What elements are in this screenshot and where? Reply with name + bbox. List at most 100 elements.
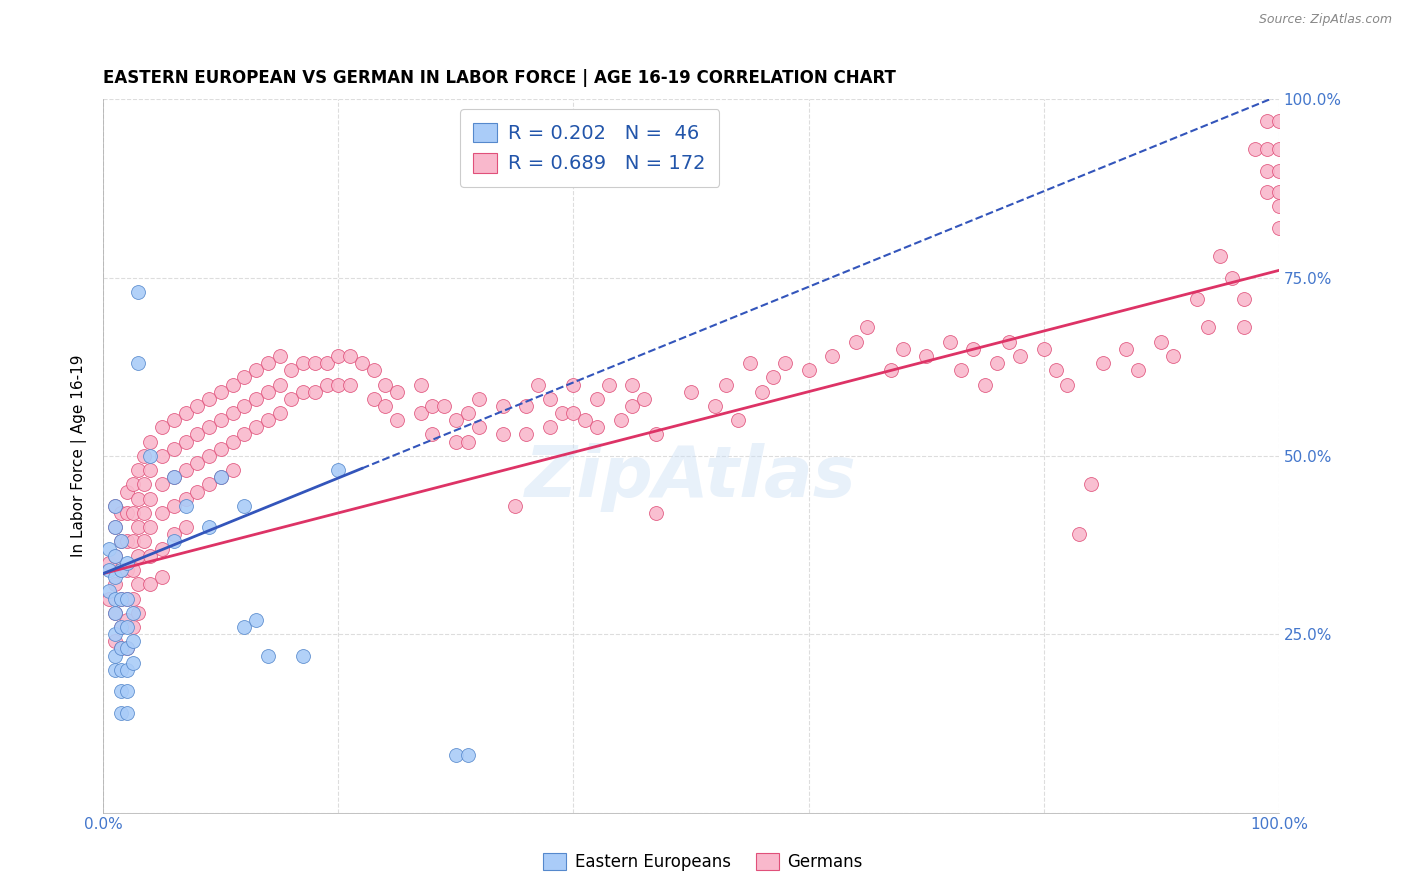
Point xyxy=(1045,363,1067,377)
Point xyxy=(104,634,127,648)
Point xyxy=(269,406,291,420)
Point xyxy=(163,413,186,427)
Point xyxy=(962,342,984,356)
Point xyxy=(385,413,408,427)
Point xyxy=(198,420,221,434)
Point xyxy=(1010,349,1032,363)
Point xyxy=(209,384,232,399)
Point xyxy=(339,377,361,392)
Point xyxy=(209,413,232,427)
Point xyxy=(104,499,127,513)
Point xyxy=(562,406,585,420)
Point xyxy=(609,413,631,427)
Point xyxy=(139,434,162,449)
Point xyxy=(1268,199,1291,213)
Point xyxy=(633,392,655,406)
Point xyxy=(586,420,609,434)
Point xyxy=(104,549,127,563)
Point xyxy=(209,442,232,456)
Point xyxy=(186,399,208,413)
Point xyxy=(1256,185,1278,199)
Point xyxy=(198,449,221,463)
Point xyxy=(174,491,197,506)
Point xyxy=(127,285,149,299)
Point xyxy=(198,477,221,491)
Point xyxy=(1197,320,1219,334)
Point xyxy=(115,591,138,606)
Point xyxy=(115,641,138,656)
Point xyxy=(1268,185,1291,199)
Point xyxy=(304,384,326,399)
Point xyxy=(457,406,479,420)
Point xyxy=(538,420,561,434)
Point xyxy=(328,349,350,363)
Text: EASTERN EUROPEAN VS GERMAN IN LABOR FORCE | AGE 16-19 CORRELATION CHART: EASTERN EUROPEAN VS GERMAN IN LABOR FORC… xyxy=(103,69,896,87)
Point xyxy=(139,520,162,534)
Point xyxy=(269,349,291,363)
Point xyxy=(104,520,127,534)
Point xyxy=(104,627,127,641)
Point xyxy=(256,356,278,370)
Point xyxy=(845,334,868,349)
Point xyxy=(139,449,162,463)
Point xyxy=(121,534,143,549)
Point xyxy=(374,377,396,392)
Point xyxy=(221,406,243,420)
Point xyxy=(150,541,173,556)
Point xyxy=(681,384,703,399)
Point xyxy=(773,356,796,370)
Point xyxy=(1185,292,1208,306)
Point xyxy=(115,556,138,570)
Point xyxy=(110,591,132,606)
Point xyxy=(644,506,666,520)
Legend: R = 0.202   N =  46, R = 0.689   N = 172: R = 0.202 N = 46, R = 0.689 N = 172 xyxy=(460,109,720,187)
Point xyxy=(256,413,278,427)
Point xyxy=(1209,249,1232,263)
Point xyxy=(127,356,149,370)
Point xyxy=(1256,113,1278,128)
Point xyxy=(139,577,162,591)
Point xyxy=(586,392,609,406)
Point xyxy=(1115,342,1137,356)
Point xyxy=(198,392,221,406)
Point xyxy=(422,427,444,442)
Point xyxy=(527,377,550,392)
Point xyxy=(503,499,526,513)
Point xyxy=(738,356,761,370)
Point xyxy=(751,384,773,399)
Point xyxy=(150,420,173,434)
Point xyxy=(1268,163,1291,178)
Point xyxy=(444,748,467,763)
Point xyxy=(115,484,138,499)
Point xyxy=(221,463,243,477)
Point xyxy=(1126,363,1149,377)
Point xyxy=(233,399,256,413)
Point xyxy=(110,620,132,634)
Point xyxy=(104,606,127,620)
Point xyxy=(98,584,121,599)
Point xyxy=(209,470,232,484)
Point xyxy=(797,363,820,377)
Point xyxy=(150,477,173,491)
Point xyxy=(174,463,197,477)
Point xyxy=(409,377,432,392)
Point xyxy=(974,377,997,392)
Point xyxy=(292,648,315,663)
Point xyxy=(127,606,149,620)
Point xyxy=(110,563,132,577)
Point xyxy=(98,563,121,577)
Point xyxy=(163,534,186,549)
Point xyxy=(409,406,432,420)
Point xyxy=(492,427,515,442)
Point xyxy=(115,591,138,606)
Text: ZipAtlas: ZipAtlas xyxy=(526,442,856,512)
Point xyxy=(997,334,1019,349)
Point xyxy=(110,620,132,634)
Point xyxy=(104,648,127,663)
Point xyxy=(104,577,127,591)
Point xyxy=(115,620,138,634)
Point xyxy=(245,613,267,627)
Point xyxy=(163,470,186,484)
Point xyxy=(110,641,132,656)
Point xyxy=(186,484,208,499)
